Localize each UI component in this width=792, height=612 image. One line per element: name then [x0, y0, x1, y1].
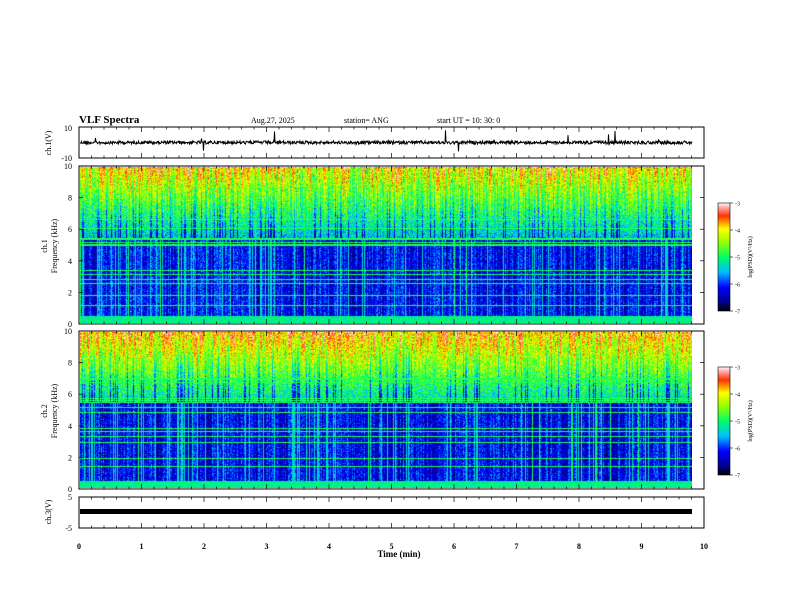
- x-tick-label: 9: [640, 542, 644, 551]
- ch2-colorbar-bar: [717, 366, 731, 476]
- station-label: station= ANG: [344, 116, 389, 125]
- y-tick-label: 6: [68, 390, 72, 399]
- y-tick-label: 4: [68, 257, 72, 266]
- y-tick-label: 0: [68, 485, 72, 494]
- colorbar-tick-label: -3: [735, 366, 740, 372]
- x-tick-label: 7: [515, 542, 519, 551]
- ch2-spectrogram-channel: ch.2: [40, 404, 49, 418]
- ch3-ytick-bottom: -5: [65, 524, 72, 533]
- ch1-ytick-bottom: -10: [61, 154, 72, 163]
- colorbar-tick-label: -4: [735, 229, 740, 235]
- ch2-spectrogram-ticks: [78, 331, 705, 489]
- colorbar-tick-label: -7: [735, 474, 740, 480]
- y-tick-label: 8: [68, 359, 72, 368]
- ch2-spectrogram-image: [80, 332, 692, 488]
- colorbar-tick-label: -3: [735, 202, 740, 208]
- ch1-waveform-panel: 10 -10 ch.1(V): [44, 124, 705, 163]
- x-tick-label: 1: [140, 542, 144, 551]
- x-tick-label: 3: [265, 542, 269, 551]
- x-axis-label: Time (min): [377, 549, 420, 559]
- colorbar-tick-label: -6: [735, 447, 740, 453]
- ch1-spectrogram-yticklabels: 0 2 4 6 8 10: [64, 162, 704, 329]
- figure-title: VLF Spectra: [79, 114, 140, 126]
- ch1-waveform-trace: [79, 130, 693, 152]
- x-tick-label: 8: [577, 542, 581, 551]
- ch3-waveform-trace: [80, 509, 692, 514]
- ch1-spectrogram-panel: 0 2 4 6 8 10 ch.1 Frequency (kHz): [40, 162, 705, 329]
- ch1-spectrogram-channel: ch.1: [40, 239, 49, 253]
- ch2-colorbar-ticks: -3 -4 -5 -6 -7: [730, 366, 740, 480]
- ch2-spectrogram-ylabel: Frequency (kHz): [50, 383, 59, 438]
- x-tick-label: 5: [390, 542, 394, 551]
- x-tick-label: 6: [452, 542, 456, 551]
- date-label: Aug.27, 2025: [251, 116, 295, 125]
- x-tick-label: 10: [700, 542, 708, 551]
- ch1-ylabel: ch.1(V): [44, 130, 53, 155]
- ch1-colorbar-bar: [717, 202, 731, 312]
- colorbar-tick-label: -5: [735, 256, 740, 262]
- ch1-spectrogram-image: [80, 167, 692, 323]
- colorbar-tick-label: -5: [735, 420, 740, 426]
- ch3-waveform-ticks: [78, 497, 705, 528]
- y-tick-label: 2: [68, 288, 72, 297]
- y-tick-label: 2: [68, 453, 72, 462]
- ch2-spectrogram-yticklabels: 0 2 4 6 8 10: [64, 327, 704, 494]
- ch1-spectrogram-ylabel: Frequency (kHz): [50, 218, 59, 273]
- y-tick-label: 8: [68, 194, 72, 203]
- ch1-colorbar-label: log(PSD)(V²/Hz): [747, 236, 754, 277]
- ch1-waveform-ticks: [78, 127, 705, 158]
- colorbar-tick-label: -4: [735, 393, 740, 399]
- ch3-ylabel: ch.3(V): [44, 499, 53, 524]
- ch1-spectrogram-ticks: [78, 166, 705, 324]
- y-tick-label: 6: [68, 225, 72, 234]
- ch2-colorbar-label: log(PSD)(V²/Hz): [747, 400, 754, 441]
- ch2-colorbar: -3 -4 -5 -6 -7 log(PSD)(V²/Hz): [717, 366, 754, 480]
- start-time-label: start UT = 10: 30: 0: [437, 116, 500, 125]
- ch1-colorbar-ticks: -3 -4 -5 -6 -7: [730, 202, 740, 316]
- x-tick-label: 4: [327, 542, 331, 551]
- y-tick-label: 0: [68, 320, 72, 329]
- y-tick-label: 4: [68, 422, 72, 431]
- ch1-ytick-top: 10: [64, 124, 72, 133]
- ch3-waveform-panel: 5 -5 ch.3(V): [44, 493, 705, 533]
- y-tick-label: 10: [64, 162, 72, 171]
- x-axis-ticklabels: 0 1 2 3 4 5 6 7 8 9 10: [77, 542, 708, 551]
- colorbar-tick-label: -7: [735, 310, 740, 316]
- ch2-spectrogram-panel: 0 2 4 6 8 10 ch.2 Frequency (kHz): [40, 327, 705, 494]
- y-tick-label: 10: [64, 327, 72, 336]
- x-tick-label: 2: [202, 542, 206, 551]
- ch3-ytick-top: 5: [68, 493, 72, 502]
- ch1-colorbar: -3 -4 -5 -6 -7 log(PSD)(V²/Hz): [717, 202, 754, 316]
- colorbar-tick-label: -6: [735, 283, 740, 289]
- x-tick-label: 0: [77, 542, 81, 551]
